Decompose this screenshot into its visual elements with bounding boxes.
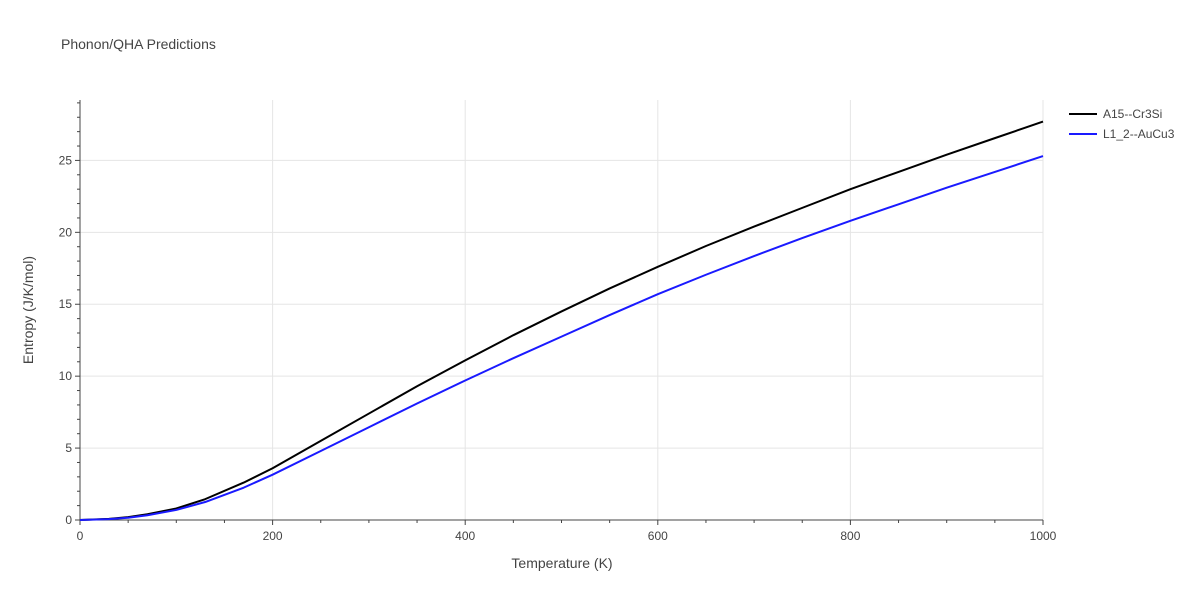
- series-layer: [79, 120, 1044, 521]
- x-tick-label: 200: [263, 529, 283, 543]
- x-axis-label: Temperature (K): [511, 555, 612, 571]
- legend-label: L1_2--AuCu3: [1103, 127, 1175, 141]
- legend-label: A15--Cr3Si: [1103, 107, 1162, 121]
- chart-title: Phonon/QHA Predictions: [61, 36, 216, 52]
- y-tick-label: 20: [59, 225, 73, 239]
- y-tick-label: 10: [59, 369, 73, 383]
- series-line-2[interactable]: [79, 155, 1044, 521]
- x-tick-label: 1000: [1030, 529, 1057, 543]
- y-tick-label: 15: [59, 297, 73, 311]
- legend-item[interactable]: L1_2--AuCu3: [1069, 127, 1175, 141]
- axes: 0 200 400 600 800 1000 0 5 10 15 20 25: [59, 100, 1057, 543]
- y-tick-label: 5: [65, 441, 72, 455]
- gridlines: [80, 100, 1044, 520]
- y-tick-label: 0: [65, 513, 72, 527]
- series-line-1[interactable]: [79, 120, 1044, 521]
- x-tick-label: 400: [455, 529, 475, 543]
- y-axis-label: Entropy (J/K/mol): [20, 256, 36, 364]
- x-tick-label: 600: [648, 529, 668, 543]
- x-tick-label: 0: [77, 529, 84, 543]
- x-tick-label: 800: [840, 529, 860, 543]
- legend-item[interactable]: A15--Cr3Si: [1069, 107, 1162, 121]
- legend[interactable]: A15--Cr3Si L1_2--AuCu3: [1069, 107, 1175, 141]
- y-tick-label: 25: [59, 153, 73, 167]
